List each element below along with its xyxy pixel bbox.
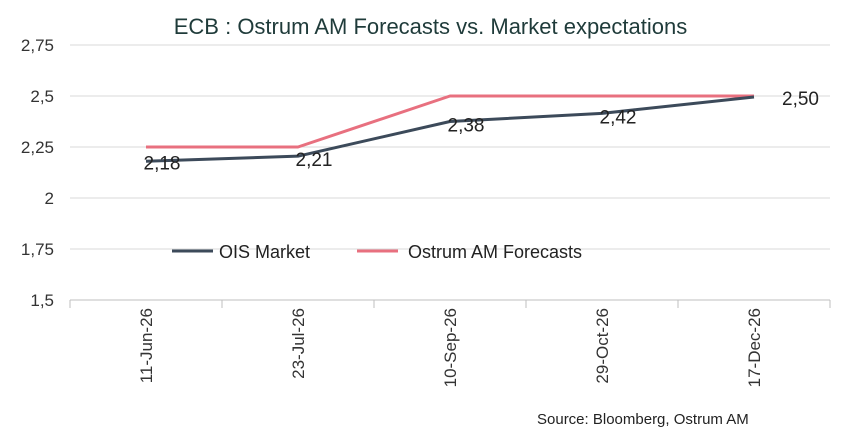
x-tick-label: 10-Sep-26 <box>441 308 460 387</box>
x-axis: 11-Jun-26 23-Jul-26 10-Sep-26 29-Oct-26 17-D… <box>69 299 831 387</box>
data-label: 2,42 <box>600 107 637 128</box>
legend-label-ostrum-forecasts: Ostrum AM Forecasts <box>408 242 582 262</box>
data-label: 2,50 <box>782 89 819 110</box>
y-tick-label: 1,75 <box>21 240 54 259</box>
x-tick-label: 11-Jun-26 <box>137 308 156 383</box>
legend: OIS Market Ostrum AM Forecasts <box>172 242 582 262</box>
series-lines <box>145 94 755 163</box>
x-tick-label: 29-Oct-26 <box>593 308 612 384</box>
data-labels: 2,18 2,21 2,38 2,42 2,50 <box>144 89 819 174</box>
x-tick-label: 23-Jul-26 <box>289 308 308 379</box>
source-note: Source: Bloomberg, Ostrum AM <box>537 411 749 428</box>
series-line-ois-market <box>145 95 755 163</box>
data-label: 2,38 <box>448 116 485 137</box>
chart-title: ECB : Ostrum AM Forecasts vs. Market exp… <box>173 14 688 39</box>
series-line-ostrum-forecasts <box>146 94 754 149</box>
y-tick-label: 2,5 <box>30 87 54 106</box>
y-axis-ticks: 1,5 1,75 2 2,25 2,5 2,75 <box>21 36 54 310</box>
y-tick-label: 2,25 <box>21 138 54 157</box>
data-label: 2,21 <box>296 150 333 171</box>
y-tick-label: 2 <box>45 189 54 208</box>
y-tick-label: 1,5 <box>30 291 54 310</box>
data-label: 2,18 <box>144 153 181 174</box>
x-tick-label: 17-Dec-26 <box>745 308 764 387</box>
legend-label-ois-market: OIS Market <box>219 242 310 262</box>
y-tick-label: 2,75 <box>21 36 54 55</box>
